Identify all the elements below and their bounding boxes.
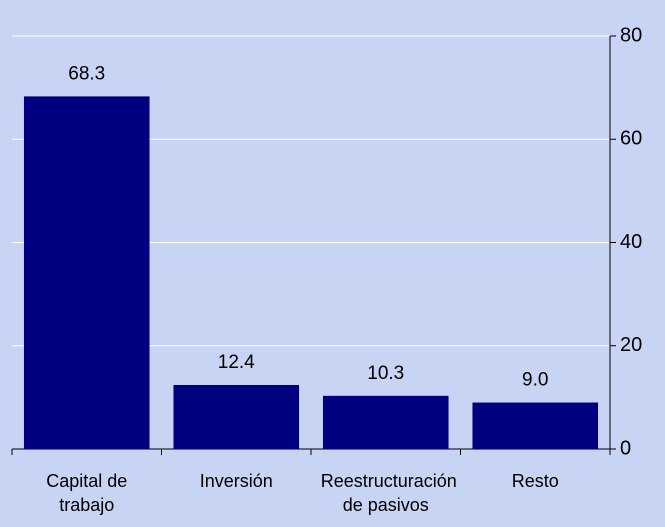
value-label: 9.0 — [522, 370, 548, 391]
x-tick-label: Resto — [511, 471, 559, 491]
bar — [472, 402, 599, 449]
x-tick-label: Reestructuración de pasivos — [320, 471, 457, 515]
y-tick-label: 80 — [620, 24, 642, 46]
y-tick-label: 20 — [620, 334, 642, 356]
bar — [23, 96, 150, 450]
bar — [322, 395, 449, 449]
y-tick-label: 0 — [620, 437, 631, 459]
value-label: 68.3 — [68, 63, 105, 84]
bar — [173, 384, 300, 449]
value-label: 12.4 — [218, 352, 255, 373]
value-label: 10.3 — [367, 363, 404, 384]
x-tick-label: Inversión — [199, 471, 273, 491]
y-tick-label: 60 — [620, 128, 642, 150]
x-tick-label: Capital de trabajo — [46, 471, 128, 515]
y-tick-label: 40 — [620, 231, 642, 253]
